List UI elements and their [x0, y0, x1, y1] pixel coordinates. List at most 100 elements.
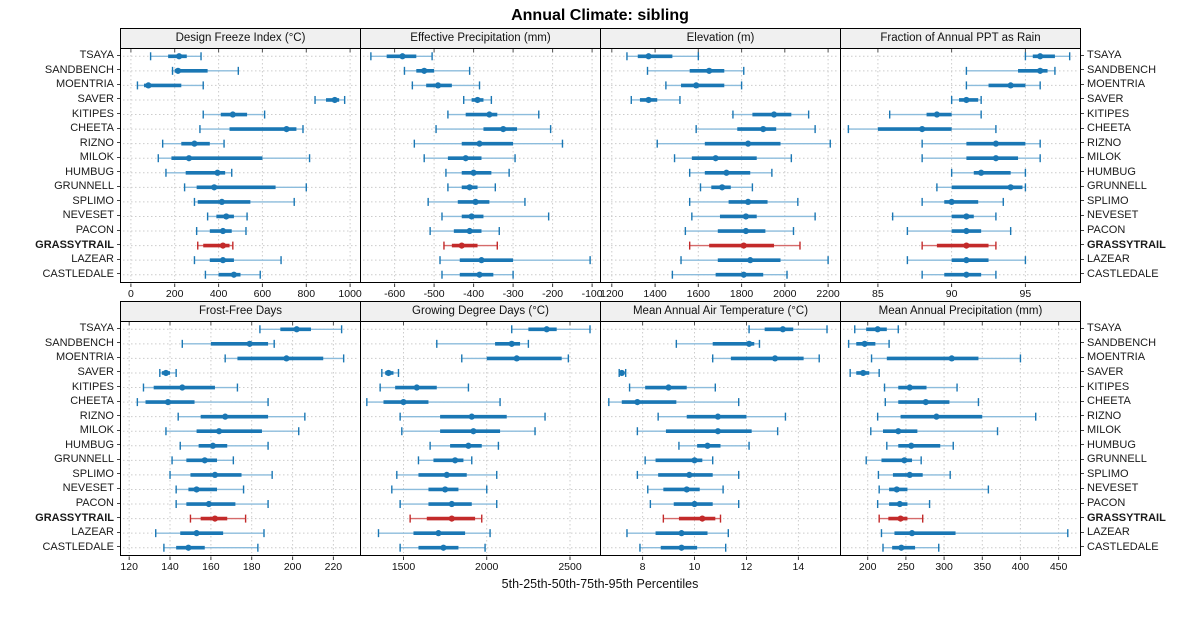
svg-text:-400: -400 [463, 288, 484, 300]
site-label-saver: SAVER [1081, 92, 1197, 107]
panel-design-freeze-index: Design Freeze Index (°C) 0 200 400 600 800 10… [120, 28, 362, 300]
y-tick [1081, 273, 1084, 275]
site-label-saver: SAVER [25, 365, 120, 380]
site-labels-left-top: TSAYA SANDBENCH MOENTRIA SAVER KITIPES CHEETA… [25, 28, 120, 281]
panel-elevation: Elevation (m) 1200 1400 1600 1800 2000 2200 [600, 28, 841, 300]
y-tick [117, 487, 120, 489]
y-tick [117, 400, 120, 402]
site-label-grassytrail: GRASSYTRAIL [1081, 237, 1197, 252]
site-label-tsaya: TSAYA [1081, 321, 1197, 336]
y-tick [1081, 415, 1084, 417]
site-label-humbug: HUMBUG [25, 165, 120, 180]
y-tick [1081, 386, 1084, 388]
site-label-milok: MILOK [1081, 150, 1197, 165]
svg-text:800: 800 [298, 288, 316, 300]
y-tick [1081, 98, 1084, 100]
y-tick [117, 258, 120, 260]
svg-text:-100: -100 [582, 288, 603, 300]
axis-effective-precipitation: -600 -500 -400 -300 -200 -100 [384, 283, 603, 300]
site-label-moentria: MOENTRIA [25, 350, 120, 365]
panel-effective-precipitation: Effective Precipitation (mm) -600 -500 -40… [360, 28, 603, 300]
plot-fraction-ppt-rain [841, 49, 1080, 282]
y-tick [117, 244, 120, 246]
axis-design-freeze-index: 0 200 400 600 800 1000 [128, 283, 362, 300]
site-label-humbug: HUMBUG [1081, 438, 1197, 453]
y-tick [117, 214, 120, 216]
y-tick [1081, 356, 1084, 358]
site-label-neveset: NEVESET [25, 208, 120, 223]
site-labels-right-top: TSAYA SANDBENCH MOENTRIA SAVER KITIPES CHEETA… [1081, 28, 1197, 281]
axis-mean-annual-precipitation: 200 250 300 350 400 450 [859, 556, 1068, 573]
site-label-rizno: RIZNO [1081, 135, 1197, 150]
svg-text:2200: 2200 [816, 288, 840, 300]
svg-text:12: 12 [741, 561, 753, 573]
svg-text:1500: 1500 [392, 561, 416, 573]
site-label-moentria: MOENTRIA [1081, 350, 1197, 365]
y-tick [117, 229, 120, 231]
site-label-rizno: RIZNO [25, 408, 120, 423]
site-label-rizno: RIZNO [1081, 408, 1197, 423]
site-label-sandbench: SANDBENCH [25, 63, 120, 78]
site-label-kitipes: KITIPES [25, 379, 120, 394]
site-label-humbug: HUMBUG [25, 438, 120, 453]
site-label-castledale: CASTLEDALE [25, 539, 120, 554]
y-tick [1081, 342, 1084, 344]
axis-growing-degree-days: 1500 2000 2500 [392, 556, 582, 573]
plot-mean-annual-precipitation [841, 322, 1080, 555]
svg-text:10: 10 [689, 561, 701, 573]
svg-text:1800: 1800 [730, 288, 754, 300]
y-tick [117, 327, 120, 329]
trellis-row-bottom: TSAYA SANDBENCH MOENTRIA SAVER KITIPES CHEETA… [0, 301, 1200, 573]
y-tick [117, 429, 120, 431]
plot-design-freeze-index [121, 49, 360, 282]
site-label-splimo: SPLIMO [1081, 194, 1197, 209]
svg-text:250: 250 [897, 561, 915, 573]
site-label-grassytrail: GRASSYTRAIL [1081, 510, 1197, 525]
y-tick [1081, 171, 1084, 173]
strip-fraction-ppt-rain: Fraction of Annual PPT as Rain [841, 29, 1080, 49]
panel-mean-annual-air-temperature: Mean Annual Air Temperature (°C) 8 10 12 14 [600, 301, 841, 573]
site-label-grunnell: GRUNNELL [25, 179, 120, 194]
y-tick [1081, 113, 1084, 115]
site-label-cheeta: CHEETA [25, 394, 120, 409]
site-label-cheeta: CHEETA [1081, 121, 1197, 136]
site-label-splimo: SPLIMO [25, 467, 120, 482]
svg-text:2500: 2500 [558, 561, 582, 573]
panels-top: Design Freeze Index (°C) 0 200 400 600 800 10… [120, 28, 1081, 300]
svg-text:350: 350 [974, 561, 992, 573]
y-tick [1081, 127, 1084, 129]
site-label-kitipes: KITIPES [25, 106, 120, 121]
site-label-pacon: PACON [25, 496, 120, 511]
plot-mean-annual-air-temperature [601, 322, 840, 555]
y-tick [1081, 69, 1084, 71]
site-label-castledale: CASTLEDALE [1081, 539, 1197, 554]
y-tick [1081, 200, 1084, 202]
y-tick [1081, 400, 1084, 402]
y-tick [117, 185, 120, 187]
svg-text:180: 180 [243, 561, 261, 573]
strip-frost-free-days: Frost-Free Days [121, 302, 360, 322]
site-label-lazear: LAZEAR [1081, 525, 1197, 540]
svg-text:-300: -300 [503, 288, 524, 300]
strip-mean-annual-precipitation: Mean Annual Precipitation (mm) [841, 302, 1080, 322]
svg-text:2000: 2000 [773, 288, 797, 300]
site-label-neveset: NEVESET [1081, 208, 1197, 223]
site-label-castledale: CASTLEDALE [25, 266, 120, 281]
svg-text:95: 95 [1020, 288, 1032, 300]
site-label-moentria: MOENTRIA [25, 77, 120, 92]
y-tick [117, 273, 120, 275]
axis-frost-free-days: 120 140 160 180 200 220 [120, 556, 342, 573]
svg-text:160: 160 [202, 561, 220, 573]
y-tick [1081, 54, 1084, 56]
site-label-rizno: RIZNO [25, 135, 120, 150]
trellis-row-top: TSAYA SANDBENCH MOENTRIA SAVER KITIPES CHEETA… [0, 28, 1200, 300]
plot-growing-degree-days [361, 322, 600, 555]
site-label-castledale: CASTLEDALE [1081, 266, 1197, 281]
y-tick [1081, 142, 1084, 144]
site-label-pacon: PACON [1081, 496, 1197, 511]
svg-text:8: 8 [640, 561, 646, 573]
svg-text:0: 0 [128, 288, 134, 300]
y-tick [117, 444, 120, 446]
y-tick [117, 69, 120, 71]
y-tick [117, 113, 120, 115]
